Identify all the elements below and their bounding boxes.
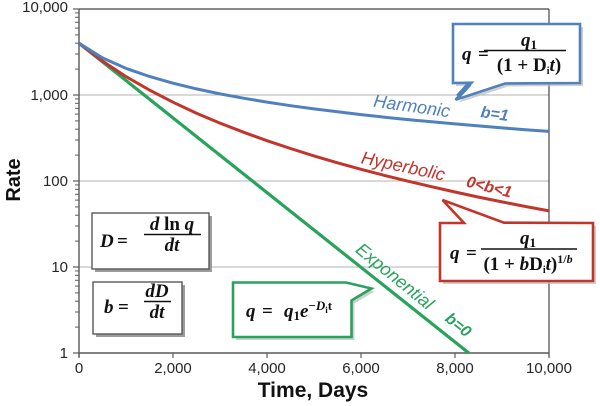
svg-text:q: q [246, 301, 256, 322]
svg-text:=: = [262, 301, 273, 322]
svg-text:q: q [462, 44, 472, 65]
svg-text:6,000: 6,000 [342, 360, 380, 377]
svg-text:=: = [478, 44, 489, 65]
svg-text:dt: dt [165, 235, 181, 256]
svg-text:8,000: 8,000 [436, 360, 474, 377]
svg-text:0: 0 [75, 360, 83, 377]
svg-text:Exponential: Exponential [352, 239, 438, 314]
svg-text:4,000: 4,000 [248, 360, 286, 377]
svg-text:b: b [104, 297, 114, 318]
svg-text:2,000: 2,000 [154, 360, 192, 377]
svg-text:dt: dt [150, 302, 166, 323]
svg-text:1,000: 1,000 [30, 87, 68, 104]
svg-text:D: D [99, 231, 114, 252]
svg-text:10: 10 [51, 259, 68, 276]
svg-text:Time, Days: Time, Days [258, 379, 369, 402]
svg-text:100: 100 [43, 173, 68, 190]
svg-text:d ln q: d ln q [150, 214, 195, 235]
svg-text:q: q [450, 243, 460, 264]
svg-text:1: 1 [60, 345, 68, 362]
svg-text:10,000: 10,000 [526, 360, 572, 377]
svg-text:b=1: b=1 [480, 104, 510, 125]
svg-text:10,000: 10,000 [22, 0, 68, 16]
svg-text:Rate: Rate [3, 158, 25, 201]
svg-text:(1 + Dit): (1 + Dit) [497, 55, 561, 77]
svg-text:dD: dD [145, 281, 169, 302]
svg-text:=: = [118, 297, 129, 318]
svg-text:=: = [117, 231, 128, 252]
svg-text:0<b<1: 0<b<1 [465, 174, 514, 202]
svg-text:=: = [466, 243, 477, 264]
